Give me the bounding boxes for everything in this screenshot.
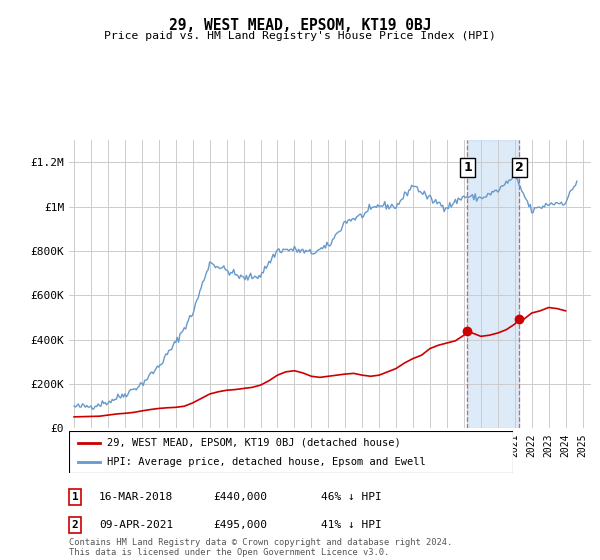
Text: 09-APR-2021: 09-APR-2021 — [99, 520, 173, 530]
Text: 29, WEST MEAD, EPSOM, KT19 0BJ (detached house): 29, WEST MEAD, EPSOM, KT19 0BJ (detached… — [107, 438, 400, 448]
Text: £440,000: £440,000 — [213, 492, 267, 502]
Text: 1: 1 — [463, 161, 472, 174]
Text: 29, WEST MEAD, EPSOM, KT19 0BJ: 29, WEST MEAD, EPSOM, KT19 0BJ — [169, 18, 431, 33]
Text: 16-MAR-2018: 16-MAR-2018 — [99, 492, 173, 502]
Text: 2: 2 — [515, 161, 524, 174]
Text: 1: 1 — [71, 492, 79, 502]
Text: HPI: Average price, detached house, Epsom and Ewell: HPI: Average price, detached house, Epso… — [107, 457, 425, 467]
Text: Price paid vs. HM Land Registry's House Price Index (HPI): Price paid vs. HM Land Registry's House … — [104, 31, 496, 41]
Text: Contains HM Land Registry data © Crown copyright and database right 2024.
This d: Contains HM Land Registry data © Crown c… — [69, 538, 452, 557]
Text: £495,000: £495,000 — [213, 520, 267, 530]
Text: 2: 2 — [71, 520, 79, 530]
Text: 41% ↓ HPI: 41% ↓ HPI — [321, 520, 382, 530]
Text: 46% ↓ HPI: 46% ↓ HPI — [321, 492, 382, 502]
Bar — [467, 140, 520, 428]
